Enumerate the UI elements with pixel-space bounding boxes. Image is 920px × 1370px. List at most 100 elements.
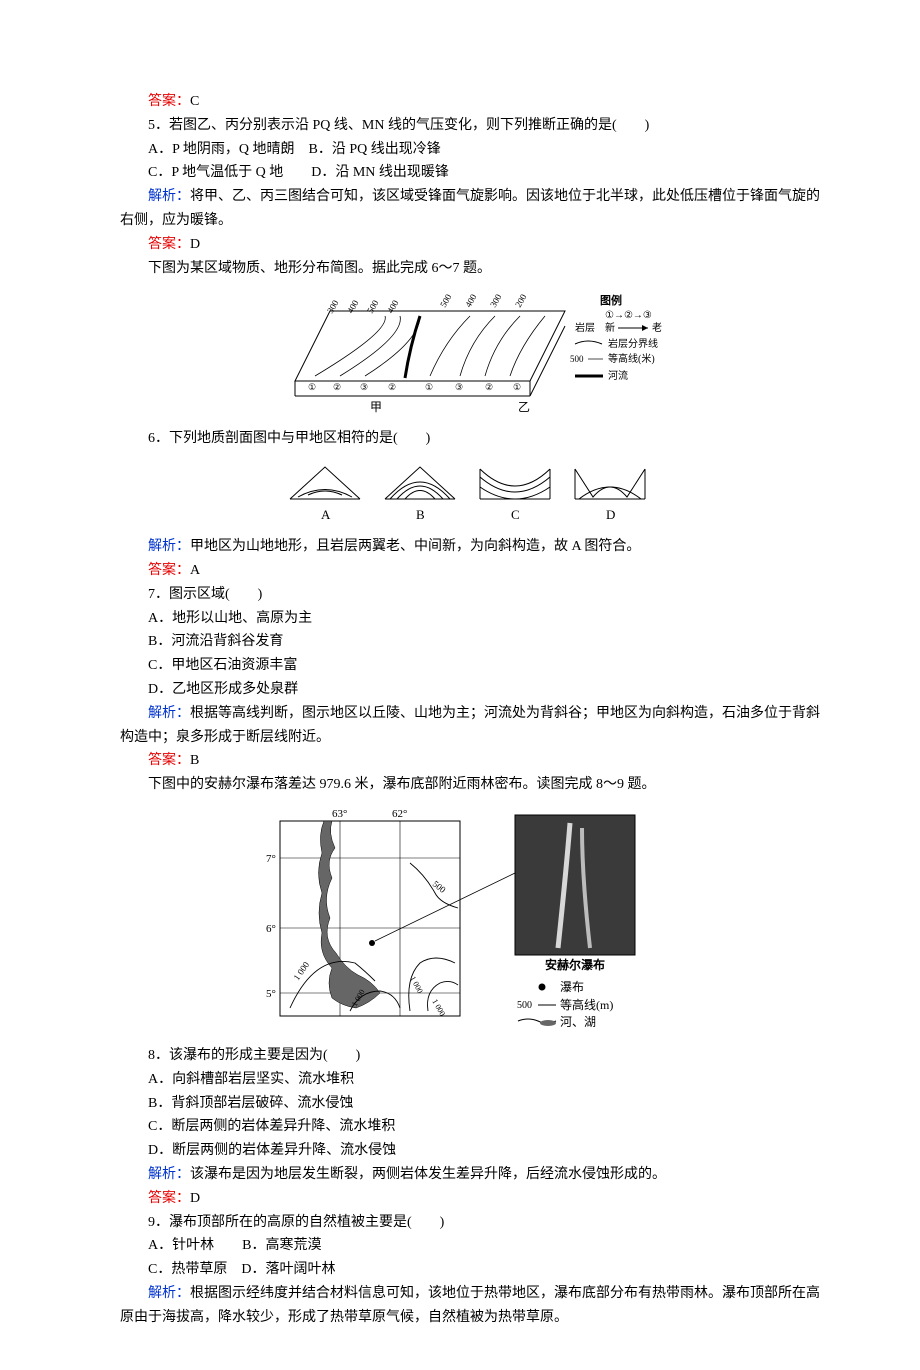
strata-marker: ① bbox=[425, 382, 433, 392]
q6-explain: 解析：甲地区为山地地形，且岩层两翼老、中间新，为向斜构造，故 A 图符合。 bbox=[120, 535, 820, 559]
contour-line bbox=[315, 316, 385, 376]
q5-answer: 答案：D bbox=[120, 233, 820, 257]
q8-optD: D．断层两侧的岩体差异升降、流水侵蚀 bbox=[120, 1139, 820, 1163]
contour-label: 300 bbox=[325, 298, 341, 315]
contour-label: 200 bbox=[513, 292, 529, 309]
answer-label: 答案： bbox=[148, 1191, 190, 1206]
explain-label: 解析： bbox=[148, 539, 190, 554]
contour-line bbox=[510, 316, 545, 376]
answer-label: 答案： bbox=[148, 94, 190, 109]
answer-value: D bbox=[190, 1191, 200, 1206]
q8-stem: 8．该瀑布的形成主要是因为( ) bbox=[120, 1044, 820, 1068]
explain-label: 解析： bbox=[148, 706, 190, 721]
q6-stem: 6．下列地质剖面图中与甲地区相符的是( ) bbox=[120, 427, 820, 451]
profile-B: B bbox=[385, 467, 455, 522]
q9-optC: C．热带草原 bbox=[148, 1262, 227, 1277]
q7-explain: 解析：根据等高线判断，图示地区以丘陵、山地为主；河流处为背斜谷；甲地区为向斜构造… bbox=[120, 702, 820, 750]
legend-strata-label: 岩层 bbox=[575, 321, 595, 334]
explain-label: 解析： bbox=[148, 1167, 190, 1182]
contour-line bbox=[340, 316, 400, 376]
lead-67: 下图为某区域物质、地形分布简图。据此完成 6～7 题。 bbox=[120, 257, 820, 281]
contour-label: 500 bbox=[365, 298, 381, 315]
explain-text: 根据等高线判断，图示地区以丘陵、山地为主；河流处为背斜谷；甲地区为向斜构造，石油… bbox=[120, 706, 820, 745]
q8-explain: 解析：该瀑布是因为地层发生断裂，两侧岩体发生差异升降，后经流水侵蚀形成的。 bbox=[120, 1163, 820, 1187]
profile-B-label: B bbox=[416, 507, 425, 522]
contour-label: 400 bbox=[385, 298, 401, 315]
answer-label: 答案： bbox=[148, 237, 190, 252]
q9-stem: 9．瀑布顶部所在的高原的自然植被主要是( ) bbox=[120, 1211, 820, 1235]
river-line bbox=[405, 316, 420, 378]
profile-D: D bbox=[575, 469, 645, 522]
q9-row2: C．热带草原 D．落叶阔叶林 bbox=[120, 1258, 820, 1282]
profile-C: C bbox=[480, 469, 550, 522]
prev-answer: 答案：C bbox=[120, 90, 820, 114]
lat-label: 6° bbox=[266, 923, 276, 935]
q7-optD: D．乙地区形成多处泉群 bbox=[120, 678, 820, 702]
answer-label: 答案： bbox=[148, 563, 190, 578]
answer-value: A bbox=[190, 563, 200, 578]
q9-explain: 解析：根据图示经纬度并结合材料信息可知，该地位于热带地区，瀑布底部分布有热带雨林… bbox=[120, 1282, 820, 1330]
legend-contour: 等高线(m) bbox=[560, 997, 613, 1012]
q5-explain: 解析：将甲、乙、丙三图结合可知，该区域受锋面气旋影响。因该地位于北半球，此处低压… bbox=[120, 185, 820, 233]
explain-label: 解析： bbox=[148, 189, 190, 204]
q8-answer: 答案：D bbox=[120, 1187, 820, 1211]
strata-marker: ① bbox=[513, 382, 521, 392]
strata-marker: ① bbox=[308, 382, 316, 392]
answer-value: D bbox=[190, 237, 200, 252]
q7-answer: 答案：B bbox=[120, 749, 820, 773]
fig89-svg: 63° 62° 7° 6° 5° 1 000 1 000 1 000 1 000… bbox=[260, 803, 680, 1038]
strata-marker: ② bbox=[485, 382, 493, 392]
photo-label: 安赫尔瀑布 bbox=[545, 957, 605, 972]
legend-strata: ①→②→③ bbox=[605, 310, 652, 321]
label-yi: 乙 bbox=[518, 400, 530, 414]
lon-label: 62° bbox=[392, 808, 407, 820]
legend-title: 图例 bbox=[600, 293, 622, 307]
legend-boundary: 岩层分界线 bbox=[608, 337, 658, 350]
q7-optC: C．甲地区石油资源丰富 bbox=[120, 654, 820, 678]
q7-optB: B．河流沿背斜谷发育 bbox=[120, 630, 820, 654]
legend-old: 老 bbox=[652, 321, 662, 334]
q5-optC: C．P 地气温低于 Q 地 bbox=[148, 165, 283, 180]
q9-optD: D．落叶阔叶林 bbox=[241, 1262, 335, 1277]
profile-A-label: A bbox=[321, 507, 331, 522]
figure-89: 63° 62° 7° 6° 5° 1 000 1 000 1 000 1 000… bbox=[120, 803, 820, 1038]
q9-optA: A．针叶林 bbox=[148, 1238, 214, 1253]
explain-text: 甲地区为山地地形，且岩层两翼老、中间新，为向斜构造，故 A 图符合。 bbox=[190, 539, 640, 554]
contour-label: 300 bbox=[488, 292, 504, 309]
lat-label: 7° bbox=[266, 853, 276, 865]
q5-stem: 5．若图乙、丙分别表示沿 PQ 线、MN 线的气压变化，则下列推断正确的是( ) bbox=[120, 114, 820, 138]
answer-value: B bbox=[190, 753, 199, 768]
profile-D-label: D bbox=[606, 507, 615, 522]
q8-optB: B．背斜顶部岩层破碎、流水侵蚀 bbox=[120, 1092, 820, 1116]
explain-text: 将甲、乙、丙三图结合可知，该区域受锋面气旋影响。因该地位于北半球，此处低压槽位于… bbox=[120, 189, 820, 228]
q8-optC: C．断层两侧的岩体差异升降、流水堆积 bbox=[120, 1115, 820, 1139]
q7-optA: A．地形以山地、高原为主 bbox=[120, 607, 820, 631]
legend-contour-val: 500 bbox=[517, 1000, 532, 1011]
q7-stem: 7．图示区域( ) bbox=[120, 583, 820, 607]
q5-row2: C．P 地气温低于 Q 地 D．沿 MN 线出现暖锋 bbox=[120, 161, 820, 185]
explain-text: 该瀑布是因为地层发生断裂，两侧岩体发生差异升降，后经流水侵蚀形成的。 bbox=[190, 1167, 666, 1182]
block-top bbox=[295, 311, 565, 381]
legend-river: 河流 bbox=[608, 369, 628, 382]
legend-new: 新 bbox=[605, 321, 615, 334]
q8-optA: A．向斜槽部岩层坚实、流水堆积 bbox=[120, 1068, 820, 1092]
figure-67: 300 400 500 400 500 400 300 200 ① ② ③ ② … bbox=[120, 286, 820, 421]
lon-label: 63° bbox=[332, 808, 347, 820]
strata-marker: ② bbox=[388, 382, 396, 392]
waterfall-point-icon bbox=[369, 940, 375, 946]
explain-label: 解析： bbox=[148, 1286, 190, 1301]
legend-arrowhead bbox=[642, 325, 648, 331]
contour-line bbox=[460, 316, 495, 376]
contour-line bbox=[430, 316, 470, 376]
legend-fall-icon bbox=[539, 983, 546, 990]
strata-marker: ③ bbox=[360, 382, 368, 392]
legend-contour-val: 500 bbox=[570, 354, 584, 364]
explain-text: 根据图示经纬度并结合材料信息可知，该地位于热带地区，瀑布底部分布有热带雨林。瀑布… bbox=[120, 1286, 820, 1325]
waterfall-photo bbox=[515, 815, 635, 955]
legend-lake-icon bbox=[540, 1020, 556, 1026]
q5-optA: A．P 地阴雨，Q 地晴朗 bbox=[148, 142, 295, 157]
strata-marker: ③ bbox=[455, 382, 463, 392]
label-jia: 甲 bbox=[370, 400, 382, 414]
lat-label: 5° bbox=[266, 988, 276, 1000]
profile-A: A bbox=[290, 467, 360, 522]
